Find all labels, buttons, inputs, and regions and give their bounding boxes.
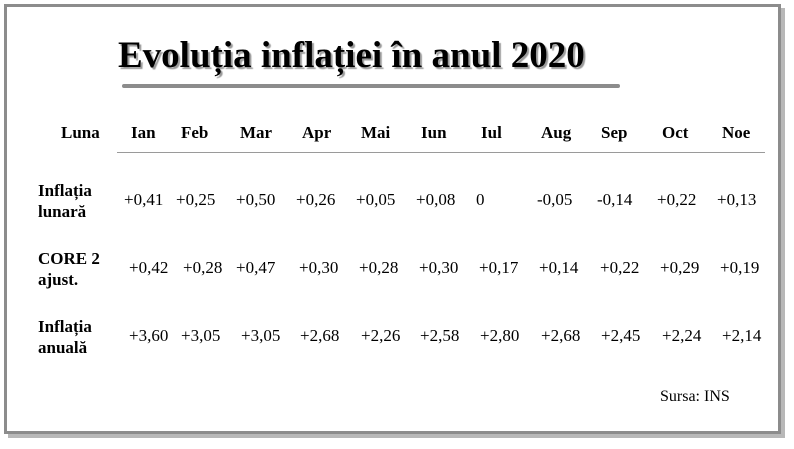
table-cell: +2,68 (300, 326, 340, 345)
month-header: Apr (302, 123, 332, 142)
row-label: CORE 2 ajust. (38, 249, 100, 289)
month-header: Iul (481, 123, 502, 142)
table-cell: +0,47 (236, 258, 276, 277)
table-cell: +0,17 (479, 258, 519, 277)
table-cell: +3,05 (241, 326, 281, 345)
table-cell: +0,41 (124, 190, 164, 209)
table-cell: +0,50 (236, 190, 276, 209)
row-label: Inflația lunară (38, 181, 92, 221)
row-label: Inflația anuală (38, 317, 92, 357)
table-cell: +0,29 (660, 258, 700, 277)
month-header: Iun (421, 123, 447, 142)
table-cell: +0,30 (299, 258, 339, 277)
month-header: Sep (601, 123, 628, 142)
header-luna: Luna (61, 123, 100, 142)
table-cell: +2,24 (662, 326, 702, 345)
table-cell: +0,19 (720, 258, 760, 277)
month-header: Feb (181, 123, 209, 142)
table-cell: +0,42 (129, 258, 169, 277)
table-cell: 0 (476, 190, 485, 209)
table-frame (4, 4, 781, 434)
table-cell: +0,08 (416, 190, 456, 209)
month-header: Mar (240, 123, 273, 142)
month-header: Aug (541, 123, 572, 142)
month-header: Noe (722, 123, 751, 142)
table-cell: +2,58 (420, 326, 460, 345)
table-cell: +0,28 (359, 258, 399, 277)
table-cell: -0,05 (537, 190, 573, 209)
table-cell: +2,80 (480, 326, 520, 345)
table-cell: +0,26 (296, 190, 336, 209)
table-cell: +3,60 (129, 326, 169, 345)
table-cell: +0,22 (657, 190, 697, 209)
month-header: Mai (361, 123, 391, 142)
table-cell: +0,28 (183, 258, 223, 277)
table-cell: +2,26 (361, 326, 401, 345)
month-header: Ian (131, 123, 156, 142)
table-cell: +0,25 (176, 190, 216, 209)
month-header: Oct (662, 123, 689, 142)
table-cell: +0,30 (419, 258, 459, 277)
title-underline (122, 84, 620, 88)
table-cell: -0,14 (597, 190, 633, 209)
page-title: Evoluția inflației în anul 2020 (118, 35, 585, 76)
table-cell: +0,14 (539, 258, 579, 277)
source-note: Sursa: INS (660, 388, 730, 405)
header-divider (117, 152, 765, 153)
table-cell: +2,45 (601, 326, 641, 345)
table-cell: +0,13 (717, 190, 757, 209)
table-cell: +2,68 (541, 326, 581, 345)
table-cell: +2,14 (722, 326, 762, 345)
table-cell: +0,05 (356, 190, 396, 209)
table-cell: +3,05 (181, 326, 221, 345)
table-cell: +0,22 (600, 258, 640, 277)
